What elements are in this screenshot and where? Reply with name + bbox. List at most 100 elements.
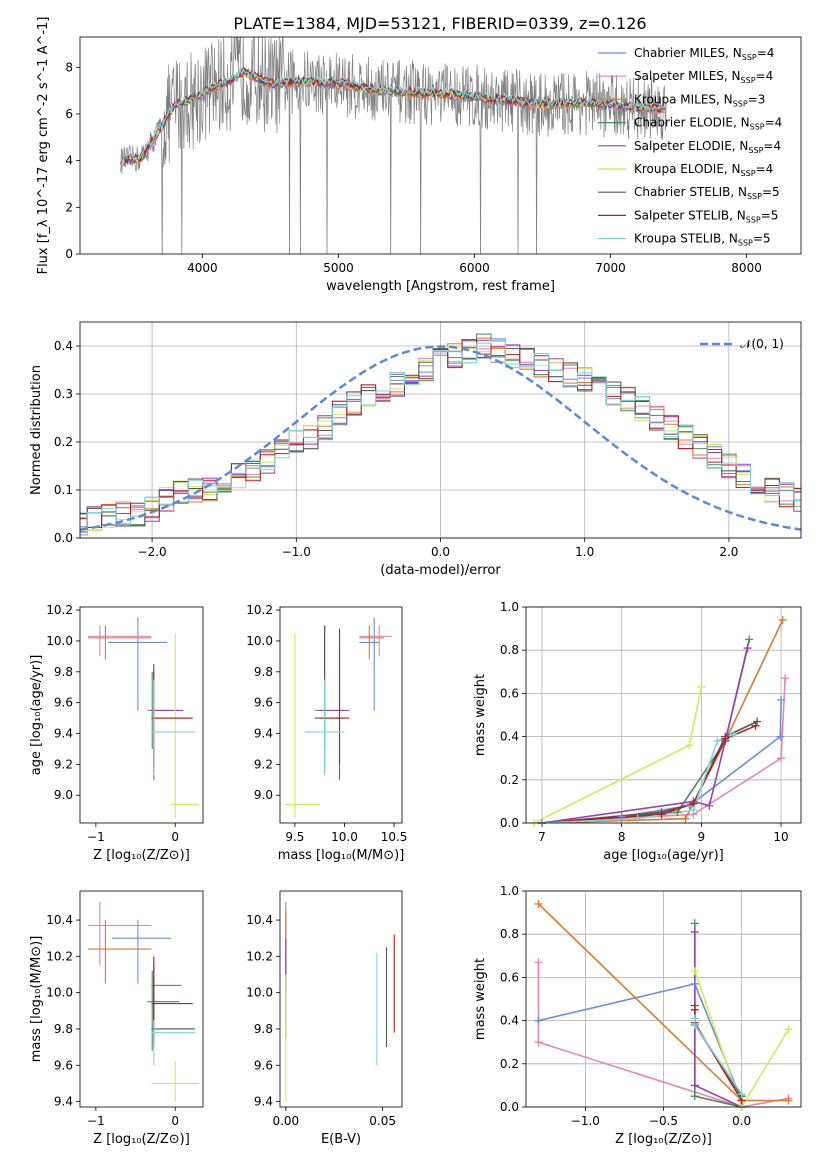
x-tick-label: −1.0	[571, 1114, 600, 1128]
x-tick-label: 0	[171, 1114, 179, 1128]
mass-weight-point	[784, 1096, 793, 1105]
x-tick-label: 5000	[323, 261, 354, 275]
x-axis-label: Z [log₁₀(Z/Z⊙)]	[615, 1132, 712, 1147]
x-tick-label: −1	[87, 1114, 105, 1128]
mass-weight-point	[781, 674, 790, 683]
y-tick-label: 9.6	[54, 1058, 73, 1072]
mass-weight-series-line	[541, 639, 750, 823]
x-tick-label: −0.5	[649, 1114, 678, 1128]
y-tick-label: 0.0	[500, 1100, 519, 1114]
y-tick-label: 0	[65, 247, 73, 261]
y-tick-label: 0.2	[54, 435, 73, 449]
y-tick-label: 2	[65, 200, 73, 214]
x-tick-label: −2.0	[138, 545, 167, 559]
panel-mass-vs-z: −1 0 9.4 9.6 9.8 10.0 10.2 10.4 Z [log₁₀(Z/Z⊙)] m…	[29, 890, 204, 1147]
y-tick-label: 0.4	[500, 730, 519, 744]
mass-weight-series-line	[541, 699, 782, 823]
mass-weight-point	[705, 801, 714, 810]
y-tick-label: 0.2	[500, 1057, 519, 1071]
normal-reference-curve	[80, 345, 801, 531]
mass-weight-point	[689, 806, 698, 815]
mass-weight-point	[751, 721, 760, 730]
y-tick-label: 10.2	[246, 949, 273, 963]
y-tick-label: 0.4	[54, 339, 73, 353]
mass-weight-point	[690, 1092, 699, 1101]
y-tick-label: 10.0	[46, 986, 73, 1000]
x-axis-label: Z [log₁₀(Z/Z⊙)]	[93, 1132, 190, 1147]
x-tick-label: 0	[171, 830, 179, 844]
mass-weight-point	[633, 814, 642, 823]
plot-area	[87, 617, 200, 819]
mass-weight-point	[690, 1081, 699, 1090]
figure-title: PLATE=1384, MJD=53121, FIBERID=0339, z=0…	[233, 14, 646, 33]
y-tick-label: 9.0	[254, 788, 273, 802]
mass-weight-series-line	[533, 686, 703, 823]
y-tick-label: 9.4	[54, 1095, 73, 1109]
legend-entry: Kroupa MILES, NSSP=3	[634, 92, 765, 108]
y-tick-label: 10.0	[246, 986, 273, 1000]
mass-weight-point	[534, 1016, 543, 1025]
legend-entry: Chabrier MILES, NSSP=4	[634, 46, 774, 62]
mass-weight-point	[617, 812, 626, 821]
mass-weight-point	[721, 734, 730, 743]
x-tick-label: 6000	[459, 261, 490, 275]
y-tick-label: 9.6	[254, 696, 273, 710]
observed-spectrum-line	[120, 37, 667, 254]
legend-entry: Salpeter MILES, NSSP=4	[634, 69, 773, 85]
panel-age-vs-mass: 9.5 10.0 10.5 9.0 9.2 9.4 9.6 9.8 10.0 10.2 mass […	[246, 603, 407, 863]
y-tick-label: 1.0	[500, 884, 519, 898]
y-tick-label: 0.1	[54, 483, 73, 497]
panel-residuals: −2.0 −1.0 0.0 1.0 2.0 0.0 0.1 0.2 0.3 0.4 𝒩(0, 1) (…	[29, 321, 802, 578]
mass-weight-series-line	[541, 678, 786, 823]
y-tick-label: 10.4	[246, 913, 273, 927]
mass-weight-point	[753, 717, 762, 726]
axes-frame	[279, 606, 403, 824]
legend-entry: 𝒩(0, 1)	[740, 337, 784, 351]
plot-area	[284, 617, 393, 819]
y-axis-label: Flux [f_λ 10^-17 erg cm^-2 s^-1 A^-1]	[36, 17, 51, 275]
y-tick-label: 0.6	[500, 970, 519, 984]
y-axis-label: mass [log₁₀(M/M⊙)]	[29, 936, 44, 1063]
panel-mass-vs-ebv: 0.00 0.05 9.4 9.6 9.8 10.0 10.2 10.4 E(B-V)	[246, 890, 403, 1147]
model-spectrum-line	[120, 66, 665, 164]
y-tick-label: 9.8	[54, 1022, 73, 1036]
mass-weight-point	[685, 741, 694, 750]
y-axis-label: mass weight	[473, 958, 488, 1040]
x-axis-label: mass [log₁₀(M/M⊙)]	[278, 848, 405, 863]
y-axis-label: mass weight	[473, 674, 488, 756]
mass-weight-point	[745, 635, 754, 644]
histogram-step	[80, 339, 801, 528]
y-tick-label: 9.4	[254, 1095, 273, 1109]
y-axis-label: age [log₁₀(age/yr)]	[29, 655, 44, 776]
y-tick-label: 8	[65, 60, 73, 74]
y-tick-label: 0.8	[500, 927, 519, 941]
mass-weight-point	[777, 754, 786, 763]
histogram-step	[80, 339, 801, 536]
mass-weight-point	[534, 899, 543, 908]
legend-entry: Kroupa ELODIE, NSSP=4	[634, 162, 773, 178]
legend-entry: Chabrier ELODIE, NSSP=4	[634, 116, 782, 132]
y-tick-label: 9.2	[54, 757, 73, 771]
axes-frame	[525, 606, 802, 824]
x-tick-label: 10.5	[381, 830, 408, 844]
x-tick-label: 7	[538, 830, 546, 844]
x-axis-label: wavelength [Angstrom, rest frame]	[326, 279, 555, 294]
y-tick-label: 9.4	[254, 727, 273, 741]
y-tick-label: 4	[65, 154, 73, 168]
y-tick-label: 10.4	[46, 913, 73, 927]
axes-frame	[279, 890, 403, 1108]
mass-weight-point	[657, 810, 666, 819]
x-tick-label: 9	[698, 830, 706, 844]
mass-weight-point	[729, 730, 738, 739]
x-tick-label: 0.0	[732, 1114, 751, 1128]
mass-weight-point	[743, 644, 752, 653]
y-tick-label: 10.2	[46, 603, 73, 617]
x-axis-label: Z [log₁₀(Z/Z⊙)]	[93, 848, 190, 863]
mass-weight-series-line	[693, 1018, 743, 1095]
y-tick-label: 0.0	[54, 531, 73, 545]
y-tick-label: 0.6	[500, 686, 519, 700]
y-tick-label: 9.8	[54, 665, 73, 679]
mass-weight-series-line	[541, 647, 749, 823]
mass-weight-point	[778, 615, 787, 624]
